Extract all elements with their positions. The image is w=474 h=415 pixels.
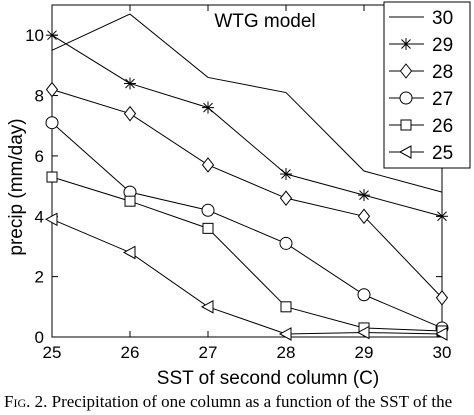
legend-label: 29	[432, 35, 453, 56]
legend-entry-27: 27	[389, 89, 453, 110]
x-tick-label: 27	[199, 343, 218, 362]
series-25	[44, 212, 448, 341]
data-point-28	[123, 105, 137, 122]
y-axis-label: precip (mm/day)	[6, 118, 27, 255]
x-tick-label: 30	[433, 343, 452, 362]
data-point-25	[200, 299, 214, 314]
series-line-30	[51, 13, 443, 193]
data-point-29	[124, 77, 136, 90]
series-line-27	[51, 122, 443, 329]
legend-entry-26: 26	[389, 116, 453, 137]
data-point-25	[356, 325, 370, 340]
legend-marker	[398, 145, 412, 159]
data-point-28	[279, 190, 293, 206]
data-point-28	[357, 208, 371, 225]
legend-marker	[400, 119, 412, 131]
data-point-26	[202, 222, 214, 234]
y-tick-label: 2	[35, 268, 44, 287]
caption-label: Fig. 2.	[4, 392, 48, 411]
series-line-28	[51, 89, 443, 299]
series-lines	[44, 13, 449, 341]
chart-title: WTG model	[214, 11, 315, 32]
legend-marker	[400, 38, 412, 50]
legend-label: 26	[432, 116, 453, 137]
data-point-29	[436, 210, 448, 223]
y-tick-label: 4	[35, 207, 44, 226]
legend-label: 25	[432, 143, 453, 164]
x-axis-label: SST of second column (C)	[157, 368, 379, 389]
x-tick-label: 25	[43, 343, 62, 362]
legend-entry-29: 29	[389, 35, 453, 56]
data-point-27	[201, 203, 215, 217]
data-point-26	[280, 301, 292, 313]
series-line-29	[51, 34, 443, 217]
data-point-28	[201, 157, 215, 173]
series-line-26	[51, 176, 443, 332]
plot-frame	[51, 4, 443, 338]
data-point-29	[280, 168, 292, 181]
series-26	[46, 171, 448, 337]
figure-caption: Fig. 2. Precipitation of one column as a…	[4, 392, 474, 412]
data-point-26	[46, 171, 58, 183]
data-point-25	[278, 327, 292, 341]
series-28	[45, 81, 449, 306]
data-point-25	[434, 327, 448, 341]
legend: 30 29 28 27 26 25	[383, 1, 471, 169]
legend-entry-30: 30	[389, 8, 453, 29]
x-tick-label: 26	[121, 343, 140, 362]
legend-entry-28: 28	[389, 62, 453, 83]
y-tick-label: 0	[35, 328, 44, 347]
axis-labels: WTG model SST of second column (C) preci…	[6, 11, 379, 389]
series-line-25	[51, 218, 443, 335]
legend-label: 28	[432, 62, 453, 83]
series-27	[45, 116, 449, 335]
data-point-28	[435, 289, 449, 306]
y-tick-label: 10	[25, 26, 44, 45]
data-point-26	[124, 195, 136, 207]
y-tick-label: 6	[35, 147, 44, 166]
legend-box	[383, 1, 471, 169]
series-29	[46, 29, 448, 223]
legend-label: 27	[432, 89, 453, 110]
y-tick-label: 8	[35, 87, 44, 106]
data-point-29	[202, 101, 214, 114]
data-point-27	[279, 236, 293, 250]
precip-chart: 25 26 27 28 29 30 0 2 4 6 8 10 WTG model SST of sec…	[6, 1, 471, 389]
legend-label: 30	[432, 8, 453, 29]
data-point-27	[45, 116, 59, 130]
series-30	[51, 13, 443, 193]
data-point-27	[357, 288, 371, 302]
data-point-25	[122, 245, 136, 260]
data-point-29	[358, 189, 370, 202]
caption-text: Precipitation of one column as a functio…	[51, 392, 453, 411]
data-point-25	[44, 212, 58, 227]
legend-marker	[399, 91, 413, 105]
legend-entry-25: 25	[389, 143, 453, 164]
x-tick-label: 28	[277, 343, 296, 362]
legend-marker	[399, 63, 413, 79]
data-point-29	[46, 29, 58, 42]
x-tick-label: 29	[355, 343, 374, 362]
data-point-28	[45, 81, 59, 98]
